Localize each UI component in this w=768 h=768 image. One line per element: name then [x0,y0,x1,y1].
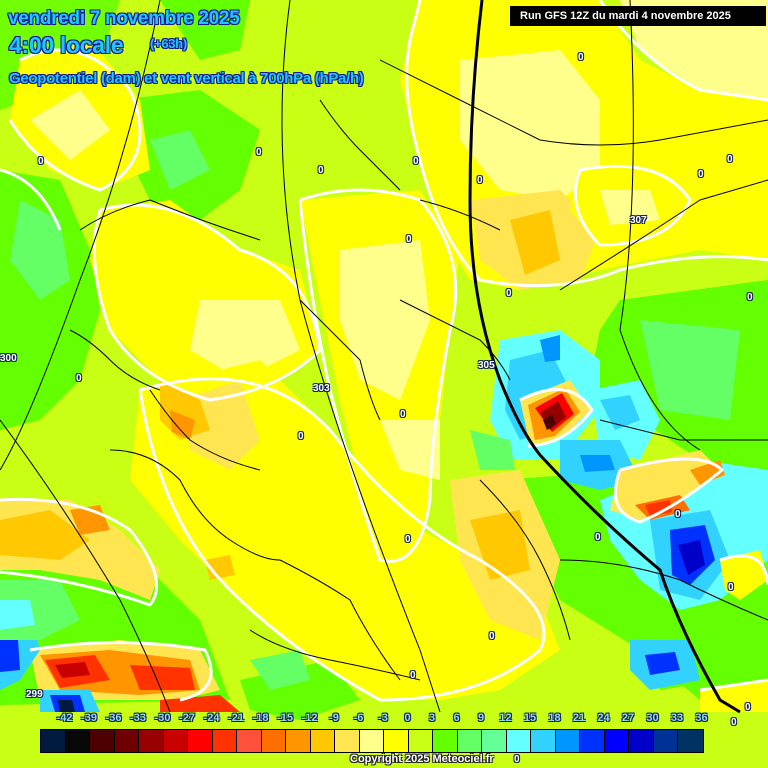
legend-swatch [580,730,605,752]
zero-contour-label: 0 [410,670,416,681]
legend-tick-label: -42 [56,712,73,724]
legend-swatch [359,730,384,752]
geopotential-label: 307 [630,215,647,226]
zero-contour-label: 0 [477,175,483,186]
legend-swatch [457,730,482,752]
legend-swatch [482,730,507,752]
forecast-date: vendredi 7 novembre 2025 [8,8,240,29]
geopotential-label: 305 [478,360,495,371]
zero-contour-label: 0 [745,702,751,713]
legend-swatch [384,730,409,752]
legend-swatch [65,730,90,752]
legend-swatch [506,730,531,752]
legend-tick-label: 9 [477,712,485,724]
zero-contour-label: 0 [595,532,601,543]
legend-swatch [555,730,580,752]
legend-swatch [212,730,237,752]
legend-swatch [678,730,703,752]
legend-swatch [629,730,654,752]
legend-tick-label: -24 [203,712,220,724]
geopotential-label: 300 [0,353,17,364]
legend-tick-label: 12 [499,712,512,724]
model-run-info: Run GFS 12Z du mardi 4 novembre 2025 [510,6,766,26]
legend-tick-label: -30 [154,712,171,724]
legend-swatch [41,730,66,752]
legend-tick-labels: -42 -39 -36 -33 -30 -27 -24 -21 -18 -15 -12 -9 -6 -3 0… [40,712,720,728]
zero-contour-label: 0 [413,156,419,167]
legend-swatch [433,730,458,752]
legend-swatch [139,730,164,752]
legend-swatch [653,730,678,752]
zero-contour-label: 0 [731,717,737,728]
zero-contour-label: 0 [728,582,734,593]
legend-swatch [237,730,262,752]
legend-swatch [408,730,433,752]
zero-contour-label: 0 [406,234,412,245]
zero-contour-label: 0 [318,165,324,176]
legend-swatch [163,730,188,752]
legend-tick-label: 27 [621,712,635,724]
legend-tick-label: -36 [105,712,122,724]
legend-tick-label: 33 [670,712,684,724]
legend-tick-label: -39 [81,712,97,724]
legend-swatch [114,730,139,752]
zero-contour-label: 0 [489,631,495,642]
legend-tick-label: 18 [548,712,561,724]
parameter-description: Geopotentiel (dam) et vent vertical à 70… [9,70,364,87]
zero-contour-label: 0 [76,373,82,384]
legend-tick-label: -33 [130,712,146,724]
legend-tick-label: -18 [252,712,269,724]
zero-contour-label: 0 [727,154,733,165]
legend-swatch [286,730,311,752]
zero-contour-label: 0 [578,52,584,63]
zero-contour-label: 0 [514,754,520,765]
legend-tick-label: 30 [646,712,659,724]
copyright-notice: Copyright 2025 Meteociel.fr [350,753,494,765]
legend-tick-label: 21 [572,712,586,724]
zero-contour-label: 0 [400,409,406,420]
geopotential-label: 303 [313,383,330,394]
legend-tick-label: 24 [597,712,610,724]
zero-contour-label: 0 [675,509,681,520]
legend-tick-label: -15 [277,712,293,724]
legend-tick-label: -12 [301,712,318,724]
forecast-lead-time: (+63h) [150,36,187,51]
zero-contour-label: 0 [747,292,753,303]
legend-tick-label: 0 [404,712,411,724]
geopotential-label: 299 [26,689,43,700]
legend-swatch [90,730,115,752]
legend-tick-label: -27 [179,712,195,724]
zero-contour-label: 0 [256,147,262,158]
legend-tick-label: -21 [228,712,244,724]
zero-contour-label: 0 [698,169,704,180]
legend-color-bar [40,729,704,753]
legend-swatch [188,730,213,752]
legend-swatch [604,730,629,752]
legend-tick-label: -3 [378,712,388,724]
legend-tick-label: 36 [695,712,708,724]
zero-contour-label: 0 [298,431,304,442]
legend-tick-label: 3 [428,712,436,724]
zero-contour-label: 0 [506,288,512,299]
legend-tick-label: -6 [353,712,364,724]
legend-tick-label: 15 [523,712,537,724]
legend-tick-label: 6 [453,712,460,724]
legend-swatch [335,730,360,752]
legend-tick-label: -9 [329,712,339,724]
forecast-time: 4:00 locale [9,32,124,58]
legend-swatch [531,730,556,752]
legend-swatch [310,730,335,752]
legend-swatch [261,730,286,752]
color-scale-legend: -42 -39 -36 -33 -30 -27 -24 -21 -18 -15 -12 -9 -6 -3 0… [40,712,720,753]
zero-contour-label: 0 [405,534,411,545]
zero-contour-label: 0 [38,156,44,167]
